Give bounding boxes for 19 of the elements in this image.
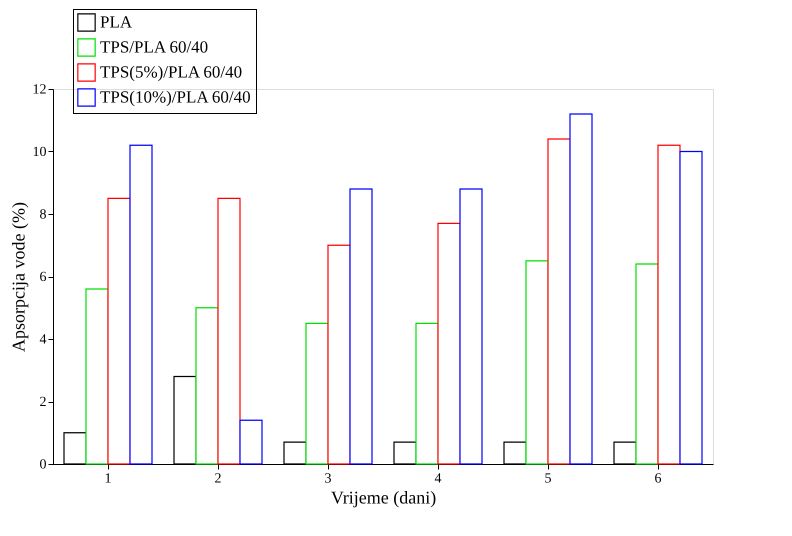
x-tick-label: 4 [434,472,442,486]
y-tick-label: 0 [40,458,46,472]
legend-label: TPS(5%)/PLA 60/40 [100,62,242,82]
y-tick-label: 8 [40,208,46,222]
legend-label: TPS(10%)/PLA 60/40 [100,88,251,106]
y-tick-label: 4 [40,332,46,348]
y-tick-label: 6 [40,270,46,285]
x-tick-label: 6 [654,472,662,486]
y-tick-label: 12 [32,82,46,98]
y-tick-label: 2 [40,395,46,410]
y-axis-title: Apsorpcija vode (%) [8,202,28,352]
x-tick-label: 2 [214,472,222,486]
x-tick-label: 5 [544,472,552,486]
x-tick-label: 3 [324,472,332,486]
x-axis-title: Vrijeme (dani) [330,488,436,508]
legend-label: TPS/PLA 60/40 [100,38,208,56]
y-tick-label: 10 [32,145,46,160]
x-tick-label: 1 [104,472,112,486]
legend-label: PLA [100,12,133,32]
